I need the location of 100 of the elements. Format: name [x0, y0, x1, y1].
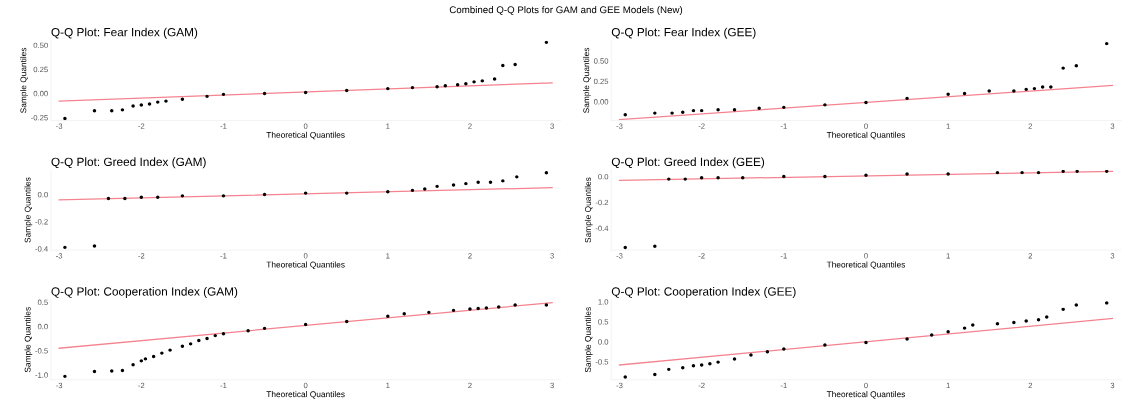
point — [262, 91, 267, 96]
point — [1036, 318, 1041, 322]
point — [946, 330, 950, 334]
point — [92, 369, 97, 374]
y-axis-title: Sample Quantiles — [24, 307, 33, 373]
point — [782, 174, 786, 179]
point — [765, 350, 770, 354]
chart-title: Q-Q Plot: Greed Index (GEE) — [611, 157, 765, 169]
y-axis-title: Sample Quantiles — [20, 47, 28, 113]
chart-title: Q-Q Plot: Cooperation Index (GEE) — [611, 287, 796, 299]
point — [995, 170, 1000, 175]
point — [749, 353, 753, 357]
point — [92, 109, 97, 113]
point — [905, 337, 909, 341]
point — [987, 89, 991, 93]
point — [188, 342, 193, 346]
point — [213, 333, 217, 338]
point — [410, 85, 415, 90]
point — [120, 368, 125, 373]
point — [1105, 170, 1109, 174]
point — [670, 111, 674, 115]
point — [683, 177, 687, 181]
y-axis-title: Sample Quantiles — [24, 177, 33, 243]
point — [995, 322, 1000, 326]
point — [544, 40, 549, 45]
point — [63, 245, 67, 250]
point — [1032, 86, 1037, 91]
y-axis-title: Sample Quantiles — [584, 177, 593, 243]
point — [451, 308, 456, 313]
point — [180, 194, 185, 198]
point — [716, 108, 720, 112]
point — [435, 84, 439, 89]
point — [667, 177, 671, 181]
x-axis-title: Theoretical Quantiles — [266, 391, 345, 399]
point — [732, 108, 737, 112]
point — [120, 108, 125, 112]
point — [427, 310, 431, 315]
point — [864, 173, 868, 177]
point — [151, 354, 156, 359]
point — [345, 319, 349, 324]
point — [221, 92, 226, 97]
point — [63, 374, 67, 379]
chart-title: Q-Q Plot: Greed Index (GAM) — [51, 157, 206, 169]
x-axis-title: Theoretical Quantiles — [826, 261, 906, 269]
point — [435, 184, 439, 189]
point — [303, 191, 308, 195]
point — [946, 92, 950, 96]
x-axis-title: Theoretical Quantiles — [266, 261, 345, 269]
point — [246, 329, 250, 333]
point — [1049, 85, 1053, 89]
point — [164, 99, 168, 103]
point — [472, 80, 476, 84]
point — [345, 191, 349, 195]
point — [468, 307, 472, 311]
point — [303, 322, 308, 327]
x-axis-title: Theoretical Quantiles — [826, 131, 906, 140]
text: Combined Q-Q Plots for GAM and GEE Models (New) — [449, 6, 683, 16]
point — [345, 88, 349, 93]
point — [131, 104, 135, 108]
point — [221, 331, 226, 336]
point — [691, 364, 696, 368]
point — [221, 194, 226, 198]
point — [930, 333, 934, 337]
point — [501, 63, 505, 68]
point — [905, 172, 909, 176]
chart-title: Q-Q Plot: Fear Index (GAM) — [51, 27, 198, 39]
point — [1105, 41, 1109, 46]
point — [1061, 170, 1065, 174]
point — [1075, 170, 1079, 174]
chart-title: Q-Q Plot: Fear Index (GEE) — [611, 27, 756, 39]
point — [156, 100, 160, 104]
point — [106, 196, 111, 201]
point — [488, 180, 493, 184]
point — [782, 347, 786, 351]
point — [1045, 315, 1049, 319]
point — [1012, 320, 1016, 325]
y-axis-title: Sample Quantiles — [584, 307, 593, 373]
point — [1024, 319, 1028, 323]
point — [1061, 307, 1065, 312]
point — [197, 338, 201, 343]
point — [691, 108, 696, 113]
point — [303, 90, 308, 95]
point — [716, 360, 720, 364]
point — [623, 375, 627, 379]
point — [623, 245, 627, 250]
point — [513, 303, 517, 307]
point — [653, 111, 657, 115]
point — [1020, 170, 1024, 175]
x-axis-title: Theoretical Quantiles — [826, 391, 906, 399]
point — [480, 79, 484, 83]
point — [946, 172, 950, 176]
point — [410, 188, 415, 193]
point — [653, 372, 657, 377]
point — [823, 343, 827, 347]
point — [464, 181, 468, 186]
point — [143, 357, 148, 361]
point — [1074, 64, 1079, 68]
point — [262, 326, 267, 331]
point — [716, 176, 720, 180]
point — [180, 344, 185, 348]
